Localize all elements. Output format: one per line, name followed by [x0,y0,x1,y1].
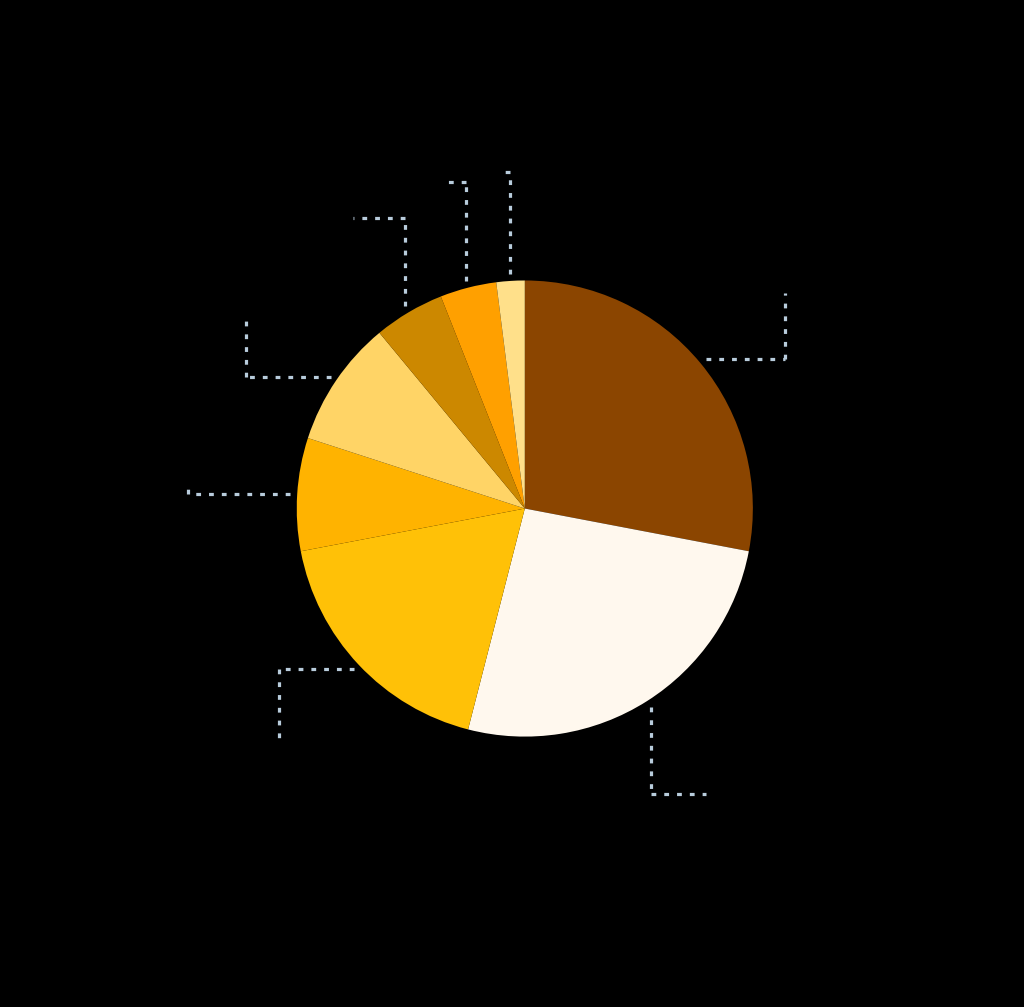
Wedge shape [301,509,524,729]
Wedge shape [380,296,524,509]
Wedge shape [497,281,525,509]
Wedge shape [297,438,524,551]
Wedge shape [468,509,749,736]
Wedge shape [441,282,524,509]
Wedge shape [524,281,753,551]
Wedge shape [308,333,524,509]
